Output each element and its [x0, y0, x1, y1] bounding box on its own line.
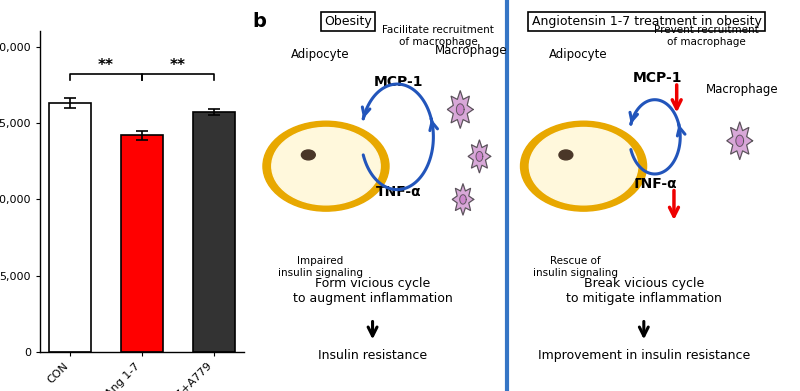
Text: Adipocyte: Adipocyte	[291, 48, 350, 61]
Circle shape	[530, 127, 638, 205]
Circle shape	[521, 121, 646, 211]
Text: Impaired
insulin signaling: Impaired insulin signaling	[278, 256, 363, 278]
Bar	[50, 103, 91, 352]
Polygon shape	[452, 184, 474, 215]
Bar	[121, 135, 163, 352]
Text: Prevent recruitment
of macrophage: Prevent recruitment of macrophage	[654, 25, 759, 47]
Text: TNF-α: TNF-α	[632, 177, 678, 191]
Text: MCP-1: MCP-1	[374, 75, 424, 89]
Text: Rescue of
insulin signaling: Rescue of insulin signaling	[533, 256, 618, 278]
Text: Insulin resistance: Insulin resistance	[318, 349, 427, 362]
Text: Angiotensin 1-7 treatment in obesity: Angiotensin 1-7 treatment in obesity	[532, 15, 762, 28]
Text: Obesity: Obesity	[324, 15, 372, 28]
Polygon shape	[456, 104, 464, 115]
Circle shape	[272, 127, 380, 205]
Polygon shape	[468, 140, 490, 173]
Polygon shape	[736, 135, 743, 146]
Circle shape	[559, 150, 573, 160]
Text: b: b	[252, 12, 266, 31]
Circle shape	[302, 150, 315, 160]
Text: Macrophage: Macrophage	[706, 83, 778, 97]
Bar	[193, 112, 234, 352]
Text: MCP-1: MCP-1	[633, 71, 682, 85]
Polygon shape	[727, 122, 753, 160]
Text: **: **	[170, 58, 186, 73]
Text: Form vicious cycle
to augment inflammation: Form vicious cycle to augment inflammati…	[293, 277, 453, 305]
Text: Adipocyte: Adipocyte	[549, 48, 607, 61]
Circle shape	[263, 121, 389, 211]
Text: Macrophage: Macrophage	[435, 44, 507, 57]
Polygon shape	[476, 151, 482, 161]
Text: Improvement in insulin resistance: Improvement in insulin resistance	[538, 349, 750, 362]
Text: TNF-α: TNF-α	[376, 185, 422, 199]
Polygon shape	[460, 195, 466, 204]
Text: Facilitate recruitment
of macrophage: Facilitate recruitment of macrophage	[382, 25, 494, 47]
Polygon shape	[447, 91, 473, 128]
Text: **: **	[98, 58, 114, 73]
Text: Break vicious cycle
to mitigate inflammation: Break vicious cycle to mitigate inflamma…	[566, 277, 722, 305]
